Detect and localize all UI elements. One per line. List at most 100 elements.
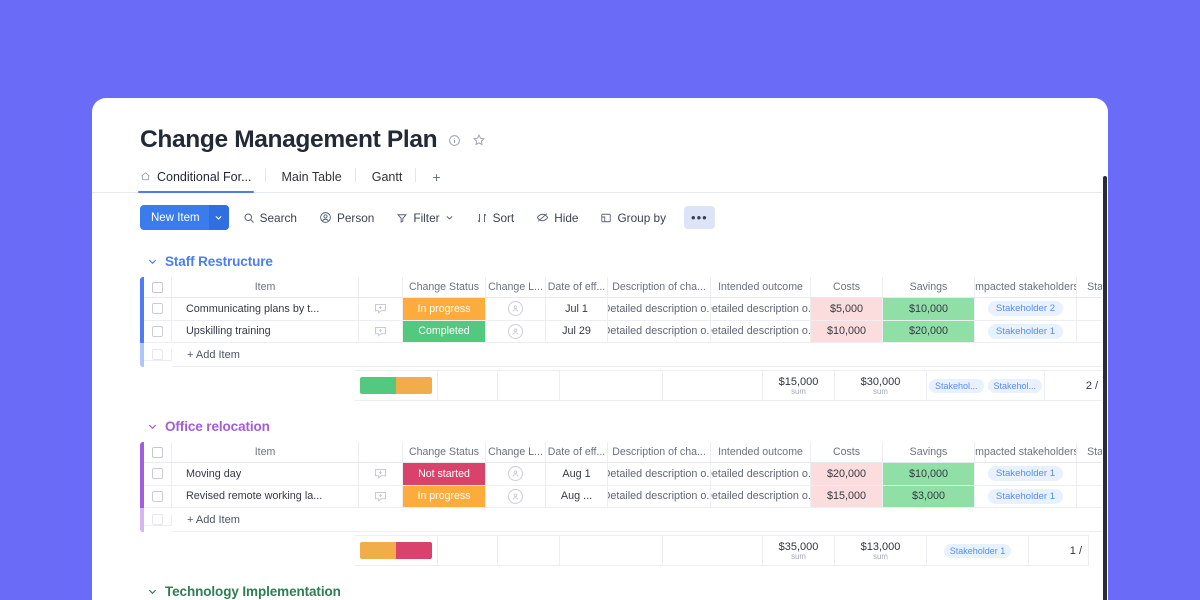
cell-intended-outcome[interactable]: Detailed description o... bbox=[711, 485, 811, 508]
table-row[interactable]: Revised remote working la... In progress A… bbox=[140, 485, 1108, 508]
cell-description[interactable]: Detailed description o... bbox=[608, 485, 711, 508]
cell-stakeholders-2[interactable] bbox=[1077, 463, 1108, 486]
column-header-costs[interactable]: Costs bbox=[811, 442, 883, 463]
cell-savings[interactable]: $10,000 bbox=[883, 463, 975, 486]
cell-change-status[interactable]: In progress bbox=[403, 298, 486, 321]
column-header-description[interactable]: Description of cha... bbox=[608, 277, 711, 298]
column-header-savings[interactable]: Savings bbox=[883, 277, 975, 298]
cell-item[interactable]: Revised remote working la... bbox=[172, 485, 359, 508]
cell-stakeholders-2[interactable] bbox=[1077, 320, 1108, 343]
cell-impacted-stakeholders[interactable]: Stakeholder 2 bbox=[975, 298, 1077, 321]
search-button[interactable]: Search bbox=[235, 207, 305, 229]
cell-change-status[interactable]: Not started bbox=[403, 463, 486, 486]
person-button[interactable]: Person bbox=[311, 207, 382, 229]
add-update-icon[interactable] bbox=[359, 485, 403, 508]
chevron-down-icon[interactable] bbox=[208, 205, 229, 230]
add-update-icon[interactable] bbox=[359, 298, 403, 321]
add-item-row[interactable]: + Add Item bbox=[140, 343, 1108, 367]
more-options-button[interactable]: ••• bbox=[684, 206, 715, 229]
info-icon[interactable] bbox=[448, 134, 461, 147]
cell-impacted-stakeholders[interactable]: Stakeholder 1 bbox=[975, 463, 1077, 486]
tab-conditional-formatting[interactable]: Conditional For... bbox=[138, 167, 266, 193]
person-avatar[interactable] bbox=[508, 323, 523, 339]
column-header-impacted-stakeholders[interactable]: Impacted stakeholders bbox=[975, 442, 1077, 463]
row-checkbox[interactable] bbox=[144, 485, 172, 508]
cell-change-lead[interactable] bbox=[486, 298, 546, 321]
column-header-intended-outcome[interactable]: Intended outcome bbox=[711, 277, 811, 298]
cell-description[interactable]: Detailed description o... bbox=[608, 298, 711, 321]
column-header-item[interactable]: Item bbox=[172, 442, 359, 463]
filter-button[interactable]: Filter bbox=[388, 207, 461, 229]
group-header[interactable]: Technology Implementation bbox=[140, 574, 1108, 600]
group-header[interactable]: Staff Restructure bbox=[140, 244, 1108, 277]
chevron-down-icon[interactable] bbox=[147, 421, 158, 432]
cell-change-lead[interactable] bbox=[486, 485, 546, 508]
tab-main-table[interactable]: Main Table bbox=[266, 167, 356, 192]
table-row[interactable]: Moving day Not started Aug 1 Detailed descr… bbox=[140, 463, 1108, 486]
cell-costs[interactable]: $10,000 bbox=[811, 320, 883, 343]
column-header-item[interactable]: Item bbox=[172, 277, 359, 298]
cell-intended-outcome[interactable]: Detailed description o... bbox=[711, 298, 811, 321]
column-header-date[interactable]: Date of eff... bbox=[546, 442, 608, 463]
add-update-icon[interactable] bbox=[359, 463, 403, 486]
column-header-change-lead[interactable]: Change L... bbox=[486, 442, 546, 463]
group-header[interactable]: Office relocation bbox=[140, 409, 1108, 442]
chevron-down-icon[interactable] bbox=[147, 586, 158, 597]
cell-savings[interactable]: $20,000 bbox=[883, 320, 975, 343]
cell-costs[interactable]: $15,000 bbox=[811, 485, 883, 508]
row-checkbox[interactable] bbox=[144, 320, 172, 343]
add-view-button[interactable]: + bbox=[416, 167, 450, 192]
column-header-description[interactable]: Description of cha... bbox=[608, 442, 711, 463]
cell-date-of-effect[interactable]: Jul 1 bbox=[546, 298, 608, 321]
hide-button[interactable]: Hide bbox=[528, 207, 586, 229]
chevron-down-icon[interactable] bbox=[445, 213, 454, 222]
cell-item[interactable]: Upskilling training bbox=[172, 320, 359, 343]
star-icon[interactable] bbox=[472, 133, 486, 147]
sort-button[interactable]: Sort bbox=[468, 207, 523, 229]
cell-costs[interactable]: $5,000 bbox=[811, 298, 883, 321]
person-avatar[interactable] bbox=[508, 466, 523, 482]
column-header-costs[interactable]: Costs bbox=[811, 277, 883, 298]
column-header-date[interactable]: Date of eff... bbox=[546, 277, 608, 298]
cell-description[interactable]: Detailed description o... bbox=[608, 320, 711, 343]
column-header-change-status[interactable]: Change Status bbox=[403, 277, 486, 298]
cell-savings[interactable]: $10,000 bbox=[883, 298, 975, 321]
row-checkbox[interactable] bbox=[144, 463, 172, 486]
cell-costs[interactable]: $20,000 bbox=[811, 463, 883, 486]
add-update-icon[interactable] bbox=[359, 320, 403, 343]
person-avatar[interactable] bbox=[508, 301, 523, 317]
cell-change-lead[interactable] bbox=[486, 320, 546, 343]
add-item-label[interactable]: + Add Item bbox=[172, 508, 1108, 532]
cell-intended-outcome[interactable]: Detailed description o... bbox=[711, 463, 811, 486]
column-header-change-lead[interactable]: Change L... bbox=[486, 277, 546, 298]
cell-change-status[interactable]: Completed bbox=[403, 320, 486, 343]
cell-date-of-effect[interactable]: Aug ... bbox=[546, 485, 608, 508]
group-by-button[interactable]: Group by bbox=[592, 207, 674, 229]
select-all-checkbox[interactable] bbox=[144, 277, 172, 298]
cell-item[interactable]: Moving day bbox=[172, 463, 359, 486]
add-item-checkbox[interactable] bbox=[144, 514, 172, 526]
column-header-impacted-stakeholders[interactable]: Impacted stakeholders bbox=[975, 277, 1077, 298]
select-all-checkbox[interactable] bbox=[144, 442, 172, 463]
tab-gantt[interactable]: Gantt bbox=[356, 167, 417, 192]
cell-item[interactable]: Communicating plans by t... bbox=[172, 298, 359, 321]
table-row[interactable]: Communicating plans by t... In progress Ju… bbox=[140, 298, 1108, 321]
add-item-checkbox[interactable] bbox=[144, 349, 172, 361]
new-item-button[interactable]: New Item bbox=[140, 205, 229, 230]
cell-date-of-effect[interactable]: Jul 29 bbox=[546, 320, 608, 343]
cell-stakeholders-2[interactable] bbox=[1077, 298, 1108, 321]
person-avatar[interactable] bbox=[508, 488, 523, 504]
cell-impacted-stakeholders[interactable]: Stakeholder 1 bbox=[975, 485, 1077, 508]
column-header-change-status[interactable]: Change Status bbox=[403, 442, 486, 463]
cell-change-status[interactable]: In progress bbox=[403, 485, 486, 508]
column-header-savings[interactable]: Savings bbox=[883, 442, 975, 463]
cell-impacted-stakeholders[interactable]: Stakeholder 1 bbox=[975, 320, 1077, 343]
cell-savings[interactable]: $3,000 bbox=[883, 485, 975, 508]
cell-date-of-effect[interactable]: Aug 1 bbox=[546, 463, 608, 486]
row-checkbox[interactable] bbox=[144, 298, 172, 321]
table-row[interactable]: Upskilling training Completed Jul 29 Detail… bbox=[140, 320, 1108, 343]
add-item-row[interactable]: + Add Item bbox=[140, 508, 1108, 532]
scrollbar-thumb[interactable] bbox=[1103, 176, 1107, 600]
chevron-down-icon[interactable] bbox=[147, 256, 158, 267]
cell-stakeholders-2[interactable] bbox=[1077, 485, 1108, 508]
